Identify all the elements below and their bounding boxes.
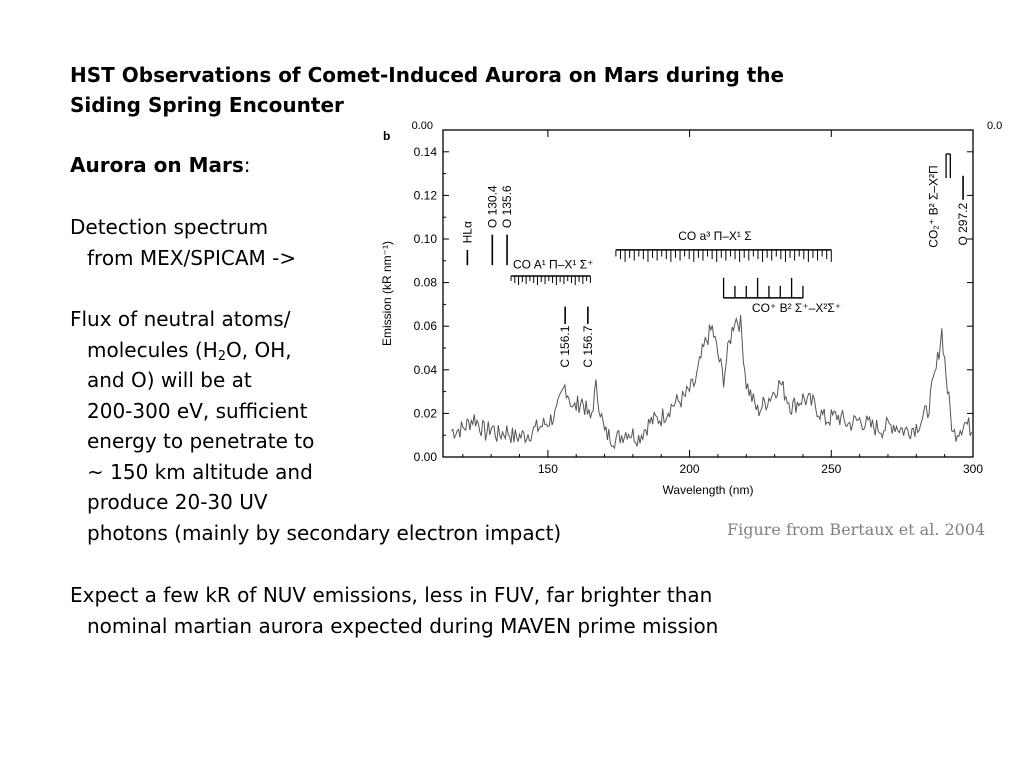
flux-line-4: 200-300 eV, sufficient (87, 398, 308, 423)
band-label-co2plus: CO₂⁺ B² Σ–X²Π (927, 165, 941, 247)
flux-line-2-sub: 2 (217, 348, 227, 364)
x-tick-label: 150 (538, 462, 558, 476)
top-partial-label-left: 0.00 (412, 120, 433, 132)
band-label-co-ax: CO A¹ Π–X¹ Σ⁺ (513, 257, 593, 271)
y-tick-label: 0.08 (414, 276, 438, 290)
y-tick-label: 0.12 (414, 188, 438, 202)
title-line-1: HST Observations of Comet-Induced Aurora… (70, 63, 785, 87)
aurora-heading-text: Aurora on Mars (70, 153, 244, 177)
detection-paragraph: Detection spectrum from MEX/SPICAM -> (70, 212, 296, 273)
y-tick-label: 0.06 (414, 319, 438, 333)
figure-caption: Figure from Bertaux et al. 2004 (727, 520, 986, 539)
x-tick-label: 300 (963, 462, 983, 476)
spectrum-line (451, 314, 973, 450)
line-label: O 135.6 (500, 185, 514, 228)
expect-line-1: Expect a few kR of NUV emissions, less i… (70, 583, 713, 607)
line-label: O 297.2 (956, 203, 970, 246)
flux-line-3: and O) will be at (87, 368, 252, 392)
flux-line-2: molecules (H2O, OH, (70, 335, 561, 366)
spectrum-figure: 0.00 0.02 0.04 0.06 0.08 0.10 0.12 0.14 150 200 25… (380, 120, 1002, 497)
line-label: HLα (460, 221, 474, 243)
flux-line-6: ~ 150 km altitude and (87, 459, 313, 484)
spectrum-chart: 0.00 0.02 0.04 0.06 0.08 0.10 0.12 0.14 150 200 25… (380, 120, 1002, 497)
y-tick-label: 0.14 (414, 145, 438, 159)
flux-line-1: Flux of neutral atoms/ (70, 307, 291, 331)
flux-line-8: photons (mainly by secondary electron im… (87, 520, 562, 545)
line-label: C 156.1 (558, 325, 572, 367)
y-axis-label: Emission (kR nm⁻¹) (380, 241, 394, 346)
y-tick-label: 0.10 (414, 232, 438, 246)
flux-paragraph: Flux of neutral atoms/ molecules (H2O, O… (70, 304, 561, 548)
y-tick-label: 0.02 (414, 406, 438, 420)
top-partial-label-right: 0.0 (987, 120, 1002, 132)
aurora-heading: Aurora on Mars: (70, 150, 251, 181)
x-tick-label: 250 (821, 462, 841, 476)
line-label: O 130.4 (485, 185, 499, 228)
line-label: C 156.7 (581, 325, 595, 367)
y-tick-label: 0.00 (414, 450, 438, 464)
y-tick-label: 0.04 (414, 363, 438, 377)
flux-line-2a: molecules (H (87, 337, 218, 362)
flux-line-5: energy to penetrate to (87, 429, 315, 453)
band-label-coplus: CO⁺ B² Σ⁺–X²Σ⁺ (752, 301, 841, 315)
flux-line-7: produce 20-30 UV (87, 490, 268, 514)
title-line-2: Siding Spring Encounter (70, 93, 344, 117)
aurora-heading-colon: : (243, 153, 251, 177)
plot-frame (442, 129, 974, 458)
x-axis-label: Wavelength (nm) (663, 483, 754, 497)
expect-line-2: nominal martian aurora expected during M… (87, 613, 719, 638)
band-label-co-ax3: CO a³ Π–X¹ Σ (678, 229, 751, 243)
detection-line-2: from MEX/SPICAM -> (87, 245, 297, 270)
detection-line-1: Detection spectrum (70, 215, 269, 239)
flux-line-2b: O, OH, (226, 337, 292, 362)
panel-label: b (383, 129, 390, 143)
slide-title: HST Observations of Comet-Induced Aurora… (70, 60, 900, 120)
expect-paragraph: Expect a few kR of NUV emissions, less i… (70, 580, 718, 641)
x-tick-label: 200 (680, 462, 700, 476)
